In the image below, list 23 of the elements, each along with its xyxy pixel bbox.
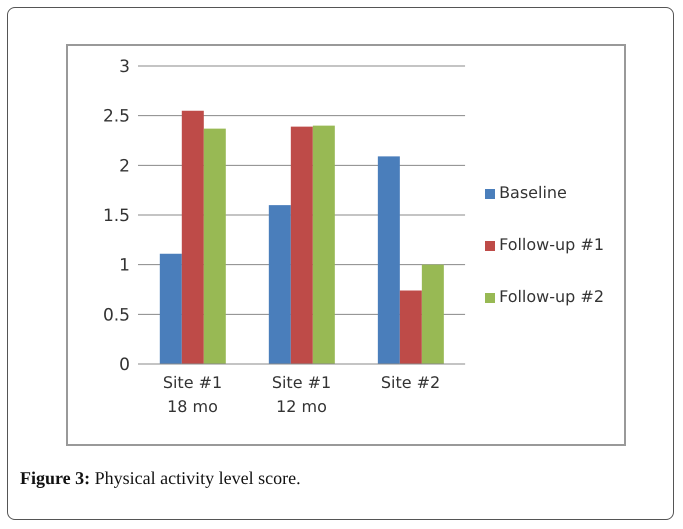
- y-tick-label: 3: [119, 57, 130, 78]
- x-tick-label: Site #1 18 mo: [162, 373, 222, 416]
- x-tick-label: Site #1 12 mo: [272, 373, 332, 416]
- y-tick-label: 0.5: [102, 305, 130, 326]
- bar: [160, 254, 182, 364]
- text: Figure 3: Physical activity level score.: [20, 468, 301, 489]
- x-tick-label: Site #2: [380, 373, 440, 392]
- legend-label: Follow-up #2: [499, 287, 604, 306]
- y-tick-label: 1.5: [102, 206, 130, 226]
- y-tick-label: 0: [119, 355, 130, 376]
- bar: [290, 126, 313, 364]
- y-tick-label: 1: [119, 256, 130, 276]
- y-tick-label: 2: [119, 156, 130, 176]
- legend-label: Baseline: [499, 183, 567, 202]
- bar: [422, 264, 444, 364]
- bar: [268, 205, 291, 364]
- legend-label: Follow-up #1: [499, 235, 604, 254]
- bar: [400, 290, 422, 364]
- y-tick-label: 2.5: [102, 106, 130, 127]
- bar: [312, 126, 335, 364]
- bar: [378, 156, 400, 364]
- bar: [182, 110, 204, 364]
- bar: [204, 128, 226, 364]
